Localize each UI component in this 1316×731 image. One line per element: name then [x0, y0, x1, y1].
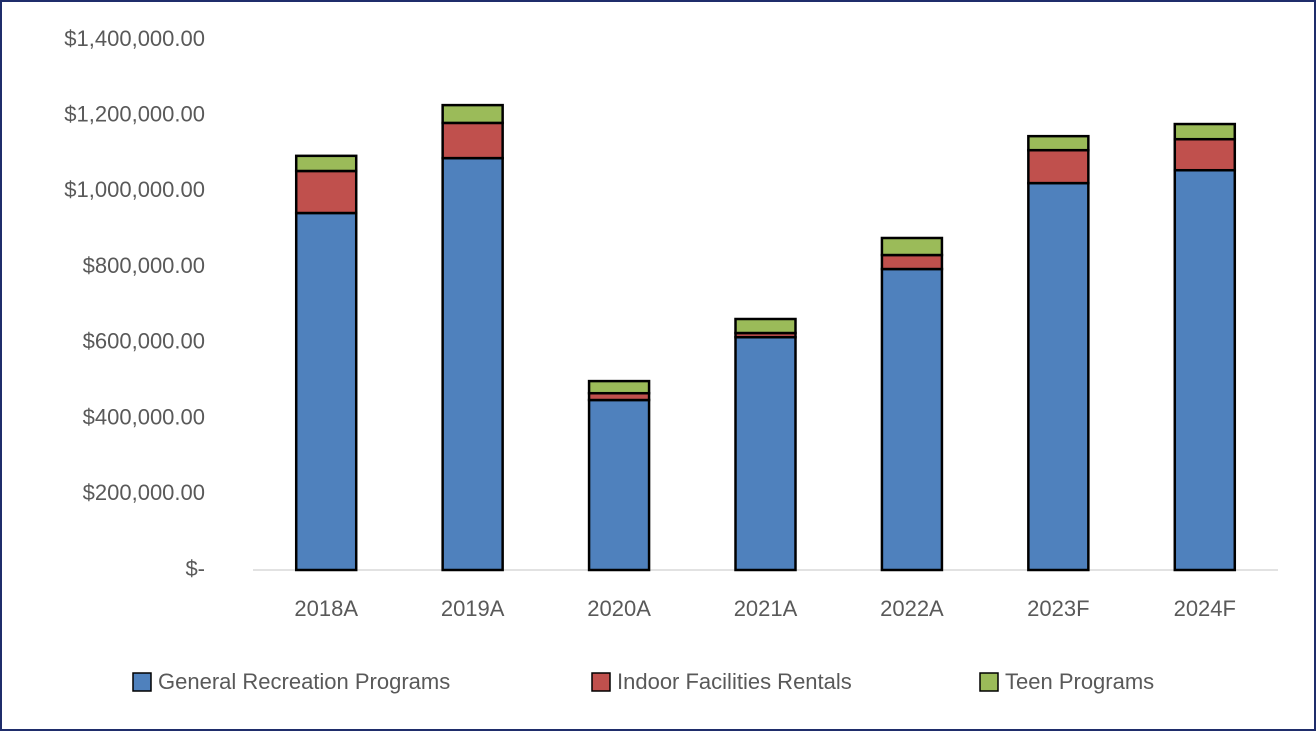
bar-segment [1173, 122, 1237, 141]
x-tick-label: 2020A [587, 596, 651, 621]
bar-segment [1027, 134, 1090, 152]
legend-swatch [591, 672, 611, 692]
y-tick-label: $1,000,000.00 [64, 177, 205, 202]
legend-swatch [132, 672, 152, 692]
x-tick-label: 2019A [441, 596, 505, 621]
bar-segment [441, 156, 504, 572]
x-tick-label: 2024F [1174, 596, 1236, 621]
bar-segment [1173, 137, 1237, 172]
bar-segment [294, 211, 358, 572]
bar-segment [587, 398, 651, 572]
y-tick-label: $200,000.00 [83, 480, 205, 505]
bar-segment [1027, 148, 1090, 185]
y-tick-label: $600,000.00 [83, 329, 205, 354]
y-tick-label: $- [185, 556, 205, 581]
x-tick-label: 2021A [734, 596, 798, 621]
x-tick-label: 2018A [294, 596, 358, 621]
legend-label: General Recreation Programs [158, 669, 450, 694]
legend-label: Indoor Facilities Rentals [617, 669, 852, 694]
bar-segment [880, 236, 944, 257]
bar-segment [880, 267, 944, 572]
y-tick-label: $800,000.00 [83, 253, 205, 278]
bar-segment [587, 379, 651, 395]
bar-segment [441, 121, 504, 160]
y-tick-label: $400,000.00 [83, 404, 205, 429]
legend-label: Teen Programs [1005, 669, 1154, 694]
bar-segment [734, 335, 797, 572]
x-tick-label: 2022A [880, 596, 944, 621]
bar-segment [1173, 168, 1237, 572]
y-tick-label: $1,400,000.00 [64, 26, 205, 51]
bar-segment [294, 169, 358, 215]
y-tick-label: $1,200,000.00 [64, 102, 205, 127]
bar-segment [294, 154, 358, 173]
bar-segment [880, 253, 944, 271]
bar-segment [734, 317, 797, 335]
x-tick-label: 2023F [1027, 596, 1089, 621]
bar-segment [1027, 181, 1090, 572]
legend-swatch [979, 672, 999, 692]
bar-segment [441, 103, 504, 125]
